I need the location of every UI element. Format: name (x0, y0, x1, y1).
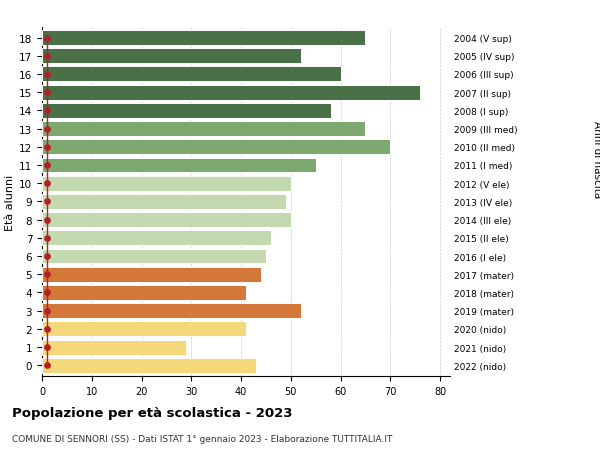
Point (42, 35, 52, 42)
Bar (42, 322, 246, 336)
Point (42, 71, 52, 78)
Point (42, 144, 52, 151)
Point (42, 289, 52, 297)
Bar (42, 158, 316, 173)
Bar (42, 67, 341, 82)
Y-axis label: Età alunni: Età alunni (5, 174, 15, 230)
Bar (42, 213, 291, 228)
Bar (42, 358, 256, 373)
Text: COMUNE DI SENNORI (SS) - Dati ISTAT 1° gennaio 2023 - Elaborazione TUTTITALIA.IT: COMUNE DI SENNORI (SS) - Dati ISTAT 1° g… (12, 434, 392, 443)
Point (42, 107, 52, 115)
Text: Popolazione per età scolastica - 2023: Popolazione per età scolastica - 2023 (12, 406, 293, 419)
Bar (42, 249, 266, 264)
Bar (42, 176, 291, 191)
Point (42, 344, 52, 351)
Point (42, 180, 52, 187)
Bar (42, 49, 301, 64)
Point (42, 162, 52, 169)
Point (42, 325, 52, 333)
Bar (42, 231, 271, 246)
Point (42, 198, 52, 206)
Bar (42, 31, 365, 46)
Point (42, 362, 52, 369)
Bar (42, 340, 186, 355)
Bar (42, 195, 286, 209)
Bar (42, 267, 261, 282)
Point (42, 253, 52, 260)
Bar (42, 85, 420, 101)
Point (42, 126, 52, 133)
Bar (42, 122, 365, 137)
Point (42, 235, 52, 242)
Bar (42, 285, 246, 300)
Point (42, 308, 52, 315)
Text: Anni di nascita: Anni di nascita (592, 120, 600, 197)
Point (42, 89, 52, 97)
Point (42, 271, 52, 278)
Bar (42, 104, 331, 118)
Bar (42, 303, 301, 319)
Point (42, 53, 52, 60)
Bar (42, 140, 390, 155)
Point (42, 217, 52, 224)
